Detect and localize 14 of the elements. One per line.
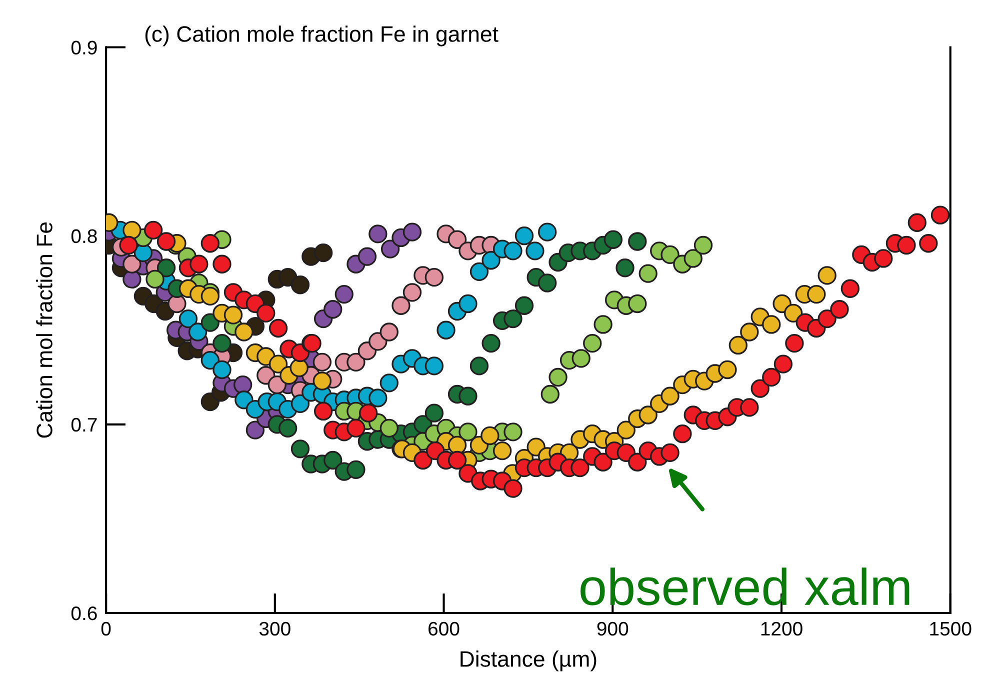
x-tick-label: 600 [428,622,460,636]
y-axis-title: Cation mol fraction Fe [36,222,52,438]
x-tick-label: 1200 [761,622,802,636]
x-axis-title: Distance (µm) [460,650,596,672]
chart-title: (c) Cation mole fraction Fe in garnet [145,26,498,46]
x-tick-label: 300 [259,622,290,636]
y-tick-label: 0.9 [71,40,97,54]
y-tick-label: 0.6 [71,606,97,620]
x-tick-label: 0 [101,622,111,636]
annotation: observed xalm [580,568,910,606]
y-tick-label: 0.7 [71,418,97,432]
x-tick-label: 1500 [930,622,972,636]
x-tick-label: 900 [597,622,628,636]
y-tick-label: 0.8 [71,229,97,244]
